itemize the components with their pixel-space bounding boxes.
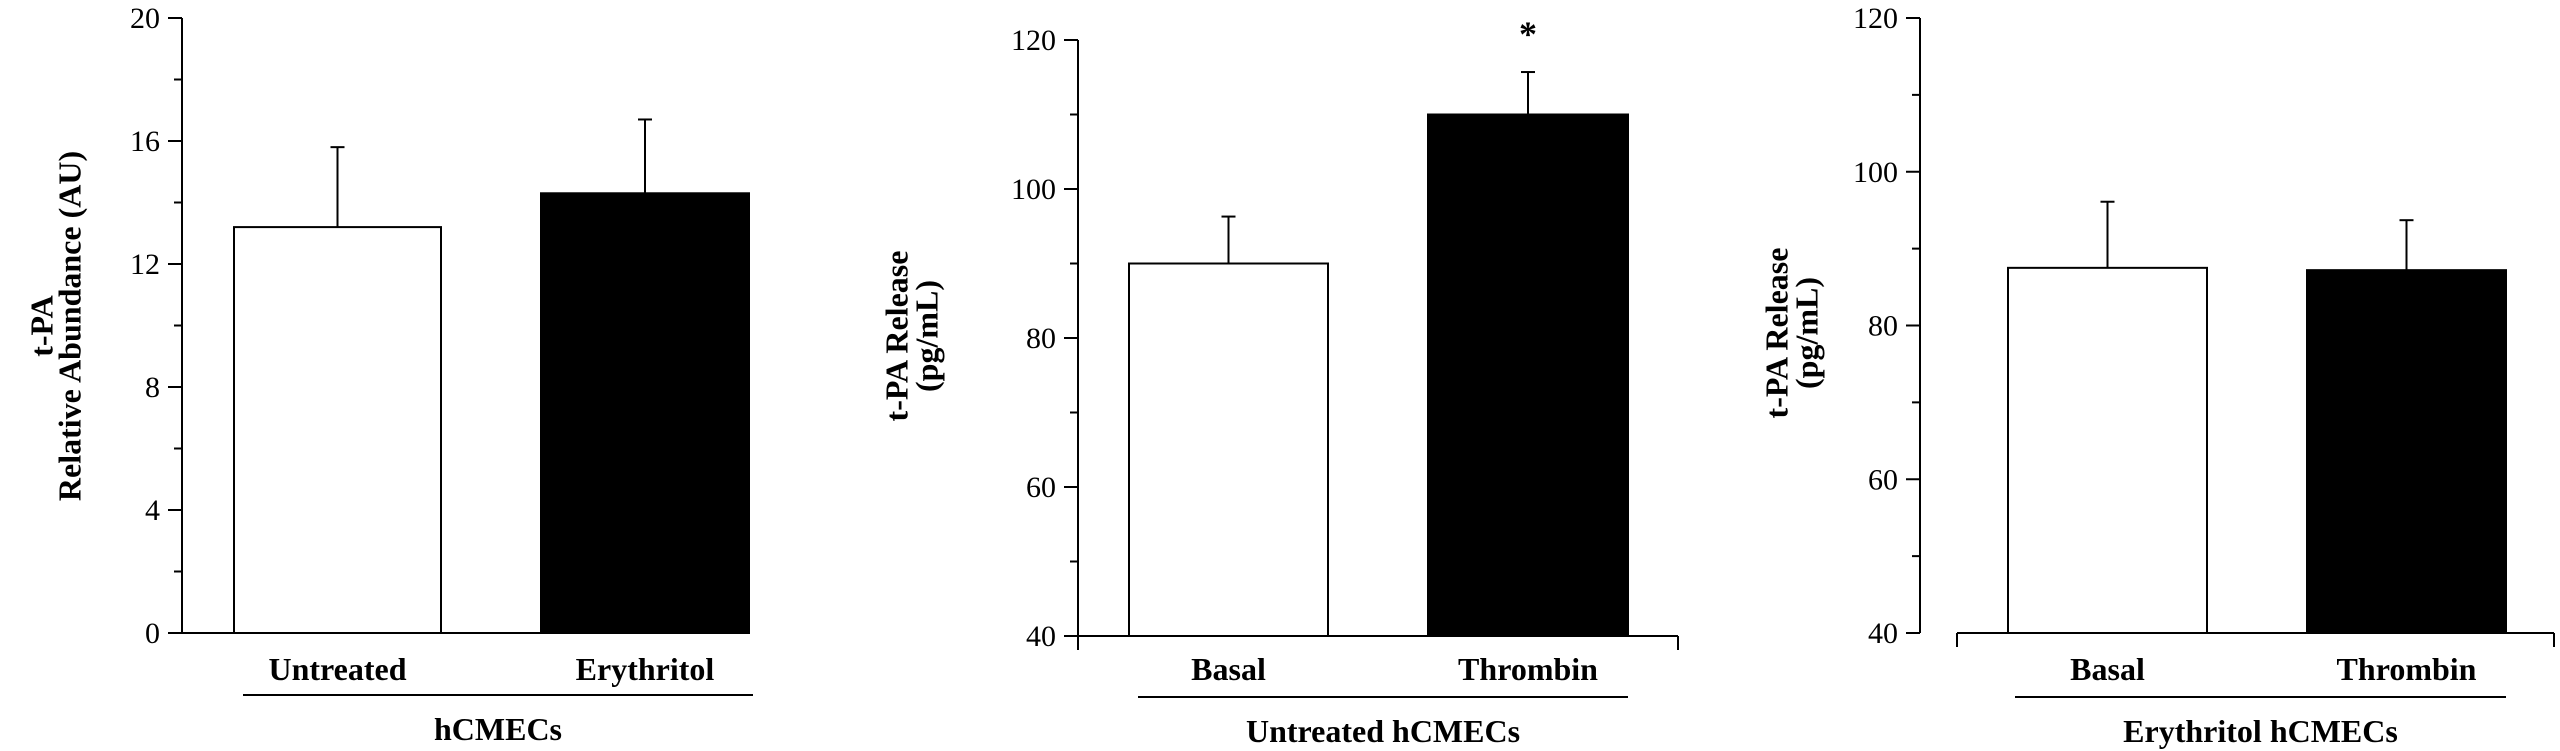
- y-tick-label: 120: [1853, 2, 1898, 35]
- chart-panel-untreated-release: 40 60 80 100 120 t-PA Release(pg/mL) Basal Thro…: [878, 14, 1679, 749]
- bar-erythritol: [540, 192, 750, 634]
- bar-basal: [1128, 262, 1329, 637]
- y-axis-label: t-PA Release: [1758, 248, 1794, 419]
- bar-thrombin: [1427, 113, 1629, 637]
- y-tick-label: 12: [130, 248, 160, 281]
- y-tick-label: 80: [1026, 322, 1056, 355]
- significance-marker: *: [1519, 14, 1537, 54]
- category-label: Erythritol: [576, 651, 715, 687]
- category-label: Basal: [2070, 651, 2145, 687]
- category-label: Thrombin: [1458, 651, 1598, 687]
- y-axis-label: t-PA: [23, 295, 59, 357]
- y-tick-label: 16: [130, 125, 160, 158]
- y-tick-label: 40: [1026, 620, 1056, 653]
- y-tick-label: 100: [1011, 173, 1056, 206]
- y-axis-label: (pg/mL): [1788, 277, 1824, 389]
- y-tick-label: 0: [145, 617, 160, 650]
- chart-panel-erythritol-release: 40 60 80 100 120 t-PA Release(pg/mL) Basal Thro…: [1758, 2, 2555, 749]
- bar-thrombin: [2306, 269, 2507, 634]
- category-label: Thrombin: [2337, 651, 2477, 687]
- y-tick-label: 8: [145, 371, 160, 404]
- y-tick-label: 60: [1026, 471, 1056, 504]
- y-tick-label: 20: [130, 2, 160, 35]
- category-label: Basal: [1191, 651, 1266, 687]
- y-tick-label: 40: [1868, 617, 1898, 650]
- group-label: hCMECs: [434, 711, 562, 747]
- y-axis-label: (pg/mL): [908, 280, 944, 392]
- y-tick-label: 100: [1853, 156, 1898, 189]
- group-label: Untreated hCMECs: [1246, 713, 1520, 749]
- y-axis-label: Relative Abundance (AU): [51, 151, 87, 501]
- y-tick-label: 120: [1011, 24, 1056, 57]
- y-tick-label: 4: [145, 494, 160, 527]
- bar-basal: [2007, 266, 2208, 634]
- group-label: Erythritol hCMECs: [2123, 713, 2398, 749]
- category-label: Untreated: [268, 651, 406, 687]
- y-tick-label: 60: [1868, 463, 1898, 496]
- y-axis-label: t-PA Release: [878, 251, 914, 422]
- y-tick-label: 80: [1868, 310, 1898, 343]
- bar-untreated: [233, 226, 442, 634]
